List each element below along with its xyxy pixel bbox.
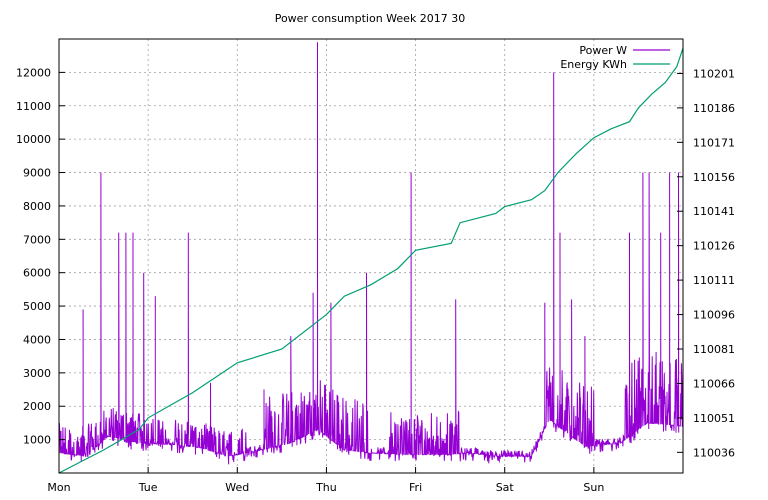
y2-tick-label: 110201: [693, 67, 735, 80]
grid: [58, 39, 683, 473]
y-tick-label: 2000: [23, 400, 51, 413]
series-line-power: [58, 42, 684, 465]
energy-series: [58, 48, 684, 474]
legend-label-power: Power W: [579, 44, 627, 57]
y2-tick-label: 110126: [693, 240, 735, 253]
y-tick-label: 11000: [16, 100, 51, 113]
legend-label-energy: Energy KWh: [560, 58, 627, 71]
x-tick-label: Wed: [225, 481, 249, 494]
y2-tick-label: 110171: [693, 136, 735, 149]
y-tick-label: 4000: [23, 333, 51, 346]
x-tick-label: Sun: [583, 481, 604, 494]
y-axis-right: 110036 110051 110066 110081 110096 110111 1101…: [677, 67, 735, 459]
y2-tick-label: 110066: [693, 377, 735, 390]
y2-tick-label: 110036: [693, 446, 735, 459]
y-tick-label: 10000: [16, 133, 51, 146]
x-tick-label: Sat: [496, 481, 515, 494]
y2-tick-label: 110111: [693, 274, 735, 287]
legend: Power W Energy KWh: [560, 44, 670, 71]
x-axis: Mon Tue Wed Thu Fri Sat Sun: [47, 467, 604, 494]
x-tick-label: Tue: [138, 481, 158, 494]
y2-tick-label: 110096: [693, 309, 735, 322]
y-tick-label: 1000: [23, 434, 51, 447]
series-line-energy: [58, 48, 684, 474]
y-tick-label: 8000: [23, 200, 51, 213]
y-tick-label: 5000: [23, 300, 51, 313]
y2-tick-label: 110156: [693, 171, 735, 184]
y-tick-label: 6000: [23, 267, 51, 280]
y2-tick-label: 110081: [693, 343, 735, 356]
power-series: [58, 42, 684, 465]
y2-tick-label: 110186: [693, 102, 735, 115]
y2-tick-label: 110141: [693, 205, 735, 218]
y2-tick-label: 110051: [693, 412, 735, 425]
y-axis-left: 1000 2000 3000 4000 5000 6000 7000 8000 9000 1000…: [16, 66, 65, 447]
chart-title: Power consumption Week 2017 30: [275, 12, 466, 25]
plot-area-frame: [58, 38, 684, 474]
y-tick-label: 9000: [23, 167, 51, 180]
y-tick-label: 3000: [23, 367, 51, 380]
x-tick-label: Mon: [47, 481, 70, 494]
x-tick-label: Fri: [409, 481, 422, 494]
y-tick-label: 12000: [16, 66, 51, 79]
x-tick-label: Thu: [315, 481, 337, 494]
y-tick-label: 7000: [23, 233, 51, 246]
